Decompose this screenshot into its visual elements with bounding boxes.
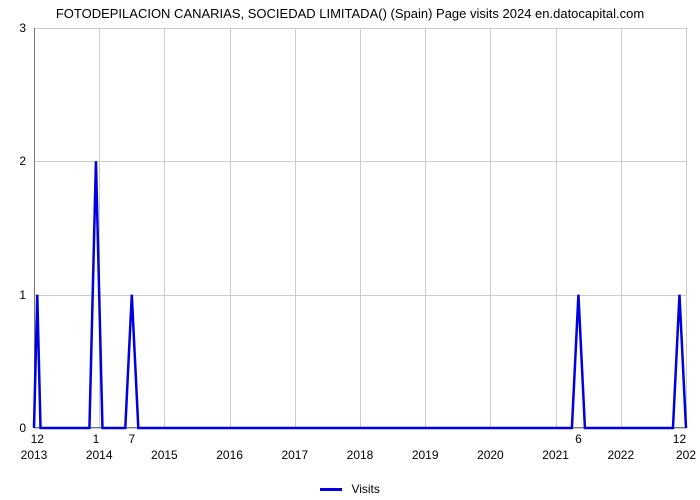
x-tick-label: 2016 — [216, 448, 243, 462]
spike-label: 6 — [575, 432, 582, 446]
chart-title: FOTODEPILACION CANARIAS, SOCIEDAD LIMITA… — [0, 6, 700, 21]
x-tick-label: 2014 — [86, 448, 113, 462]
series-svg — [34, 28, 686, 428]
x-tick-label: 2022 — [607, 448, 634, 462]
spike-label: 12 — [31, 432, 44, 446]
spike-label: 12 — [673, 432, 686, 446]
x-tick-label: 2019 — [412, 448, 439, 462]
x-tick-label: 2015 — [151, 448, 178, 462]
legend-swatch — [320, 488, 342, 491]
legend: Visits — [0, 481, 700, 496]
x-tick-label: 2021 — [542, 448, 569, 462]
x-tick-label: 2020 — [477, 448, 504, 462]
y-tick-label: 3 — [0, 21, 26, 35]
plot-area — [34, 28, 686, 428]
x-tick-label: 2018 — [347, 448, 374, 462]
y-tick-label: 1 — [0, 288, 26, 302]
legend-label: Visits — [351, 482, 379, 496]
x-tick-label: 2017 — [281, 448, 308, 462]
y-tick-label: 2 — [0, 154, 26, 168]
spike-label: 7 — [128, 432, 135, 446]
y-tick-label: 0 — [0, 421, 26, 435]
chart-container: FOTODEPILACION CANARIAS, SOCIEDAD LIMITA… — [0, 0, 700, 500]
gridline-vertical — [686, 28, 687, 428]
visits-series — [34, 161, 686, 428]
spike-label: 1 — [93, 432, 100, 446]
x-tick-label: 202 — [676, 448, 696, 462]
x-tick-label: 2013 — [21, 448, 48, 462]
